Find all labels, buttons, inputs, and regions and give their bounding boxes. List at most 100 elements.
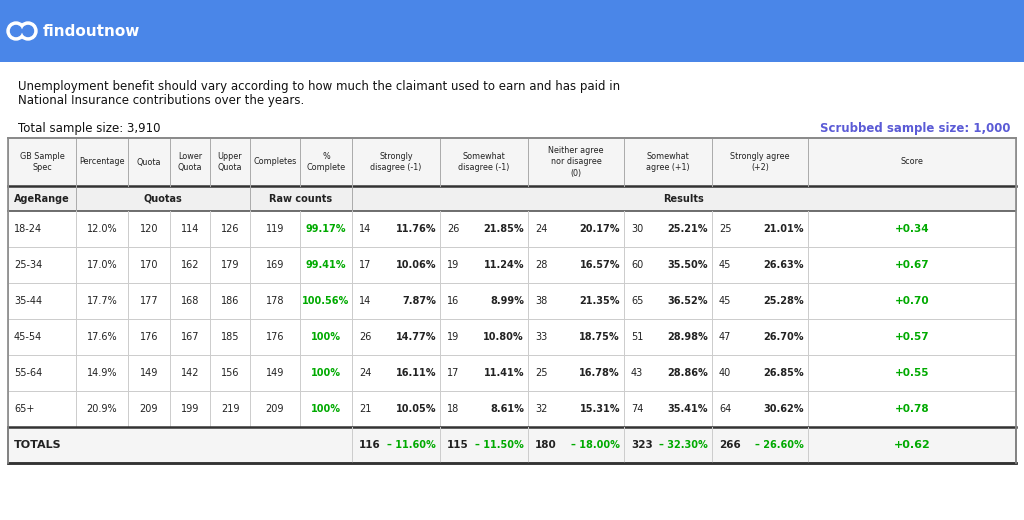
Text: +0.34: +0.34: [895, 224, 930, 234]
Text: 30: 30: [631, 224, 643, 234]
Text: 14.9%: 14.9%: [87, 368, 118, 378]
Text: Neither agree
nor disagree
(0): Neither agree nor disagree (0): [548, 147, 604, 178]
Circle shape: [23, 25, 34, 36]
Text: 40: 40: [719, 368, 731, 378]
Text: 7.87%: 7.87%: [402, 296, 436, 306]
Text: 17.6%: 17.6%: [87, 332, 118, 342]
Text: 25: 25: [719, 224, 731, 234]
Text: 38: 38: [535, 296, 547, 306]
Text: – 11.50%: – 11.50%: [475, 440, 524, 450]
Text: 176: 176: [139, 332, 159, 342]
Text: 43: 43: [631, 368, 643, 378]
Text: 178: 178: [266, 296, 285, 306]
Text: 170: 170: [139, 260, 159, 270]
Bar: [8, 138, 1016, 186]
Text: 55-64: 55-64: [14, 368, 42, 378]
Text: Quota: Quota: [137, 158, 161, 166]
Text: 12.0%: 12.0%: [87, 224, 118, 234]
Text: 26: 26: [447, 224, 460, 234]
Text: 100%: 100%: [311, 404, 341, 414]
Text: 47: 47: [719, 332, 731, 342]
Text: 99.17%: 99.17%: [306, 224, 346, 234]
Text: 28.86%: 28.86%: [668, 368, 708, 378]
Text: 119: 119: [266, 224, 285, 234]
Text: Quotas: Quotas: [143, 193, 182, 203]
Text: 10.05%: 10.05%: [395, 404, 436, 414]
Text: 21.35%: 21.35%: [580, 296, 620, 306]
Bar: [8, 355, 1016, 391]
Text: 20.9%: 20.9%: [87, 404, 118, 414]
Text: 323: 323: [631, 440, 652, 450]
Text: 25.28%: 25.28%: [763, 296, 804, 306]
Text: 209: 209: [266, 404, 285, 414]
Text: 51: 51: [631, 332, 643, 342]
Text: 126: 126: [221, 224, 240, 234]
Text: 176: 176: [266, 332, 285, 342]
Text: 36.52%: 36.52%: [668, 296, 708, 306]
Text: 74: 74: [631, 404, 643, 414]
Text: findoutnow: findoutnow: [43, 23, 140, 38]
Text: +0.55: +0.55: [895, 368, 929, 378]
Text: 10.80%: 10.80%: [483, 332, 524, 342]
Text: 149: 149: [140, 368, 158, 378]
Text: 20.17%: 20.17%: [580, 224, 620, 234]
Text: 11.76%: 11.76%: [395, 224, 436, 234]
Text: 21.01%: 21.01%: [764, 224, 804, 234]
Text: 45: 45: [719, 296, 731, 306]
Bar: [8, 247, 1016, 283]
Text: 199: 199: [181, 404, 200, 414]
Text: 180: 180: [535, 440, 557, 450]
Text: 8.99%: 8.99%: [490, 296, 524, 306]
Text: 156: 156: [221, 368, 240, 378]
Text: 19: 19: [447, 332, 459, 342]
Bar: [8, 427, 1016, 463]
Text: Unemployment benefit should vary according to how much the claimant used to earn: Unemployment benefit should vary accordi…: [18, 80, 621, 93]
Text: TOTALS: TOTALS: [14, 440, 61, 450]
Text: – 18.00%: – 18.00%: [571, 440, 620, 450]
Text: 28: 28: [535, 260, 548, 270]
Text: 219: 219: [221, 404, 240, 414]
Text: 18.75%: 18.75%: [580, 332, 620, 342]
Text: GB Sample
Spec: GB Sample Spec: [19, 152, 65, 172]
Text: – 32.30%: – 32.30%: [659, 440, 708, 450]
Text: 186: 186: [221, 296, 240, 306]
Text: 30.62%: 30.62%: [764, 404, 804, 414]
Text: 35-44: 35-44: [14, 296, 42, 306]
Text: 168: 168: [181, 296, 200, 306]
Text: 26.63%: 26.63%: [764, 260, 804, 270]
Text: National Insurance contributions over the years.: National Insurance contributions over th…: [18, 94, 304, 107]
Text: 266: 266: [719, 440, 740, 450]
Text: 35.50%: 35.50%: [668, 260, 708, 270]
Circle shape: [7, 22, 25, 40]
Text: 169: 169: [266, 260, 285, 270]
Text: %
Complete: % Complete: [306, 152, 345, 172]
Text: 35.41%: 35.41%: [668, 404, 708, 414]
Text: 24: 24: [359, 368, 372, 378]
Text: 179: 179: [221, 260, 240, 270]
Bar: [8, 211, 1016, 247]
Text: Percentage: Percentage: [79, 158, 125, 166]
Text: Strongly agree
(+2): Strongly agree (+2): [730, 152, 790, 172]
Circle shape: [19, 22, 37, 40]
Text: AgeRange: AgeRange: [14, 193, 70, 203]
Text: 11.24%: 11.24%: [483, 260, 524, 270]
Text: 17.7%: 17.7%: [87, 296, 118, 306]
Text: 21: 21: [359, 404, 372, 414]
Text: +0.78: +0.78: [895, 404, 930, 414]
Text: 149: 149: [266, 368, 285, 378]
Text: 64: 64: [719, 404, 731, 414]
Text: Total sample size: 3,910: Total sample size: 3,910: [18, 122, 161, 135]
Text: Completes: Completes: [253, 158, 297, 166]
Text: 65+: 65+: [14, 404, 35, 414]
Text: 16.57%: 16.57%: [580, 260, 620, 270]
Text: 100%: 100%: [311, 332, 341, 342]
Text: 10.06%: 10.06%: [395, 260, 436, 270]
Text: 185: 185: [221, 332, 240, 342]
Text: 21.85%: 21.85%: [483, 224, 524, 234]
Text: 45: 45: [719, 260, 731, 270]
Text: 17: 17: [359, 260, 372, 270]
Text: 33: 33: [535, 332, 547, 342]
Text: 28.98%: 28.98%: [668, 332, 708, 342]
Text: 14: 14: [359, 296, 372, 306]
Text: Raw counts: Raw counts: [269, 193, 333, 203]
